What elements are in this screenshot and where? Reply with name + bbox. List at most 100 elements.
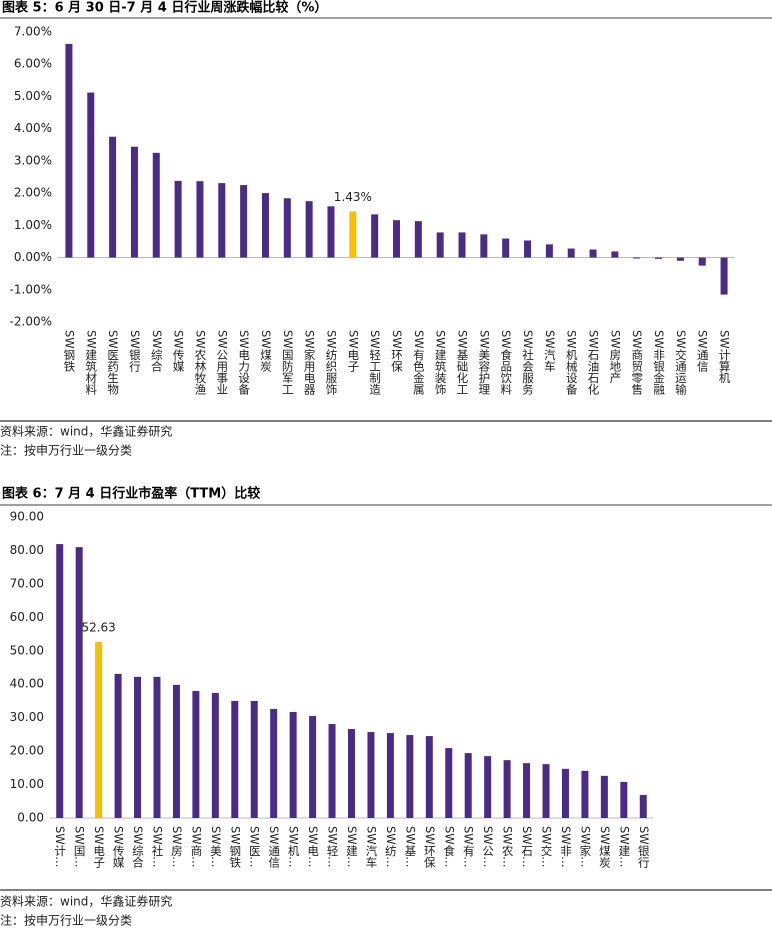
bar: [261, 193, 269, 258]
x-tick-label: SW传媒: [112, 826, 126, 868]
x-tick-label: SW计算机: [718, 330, 732, 383]
data-label: 1.43%: [334, 190, 372, 204]
bar: [611, 251, 619, 258]
source: 资料来源：wind，华鑫证券研究: [0, 894, 172, 909]
x-tick-label: SW银行: [637, 826, 651, 868]
y-tick-label: 20.00: [10, 744, 44, 758]
x-tick-label: SW食品饮料: [499, 330, 513, 395]
bar: [270, 708, 278, 818]
y-tick-label: 1.00%: [14, 218, 52, 232]
y-tick-label: 3.00%: [14, 153, 52, 167]
x-tick-label: SW公…: [481, 826, 495, 868]
x-tick-label: SW煤炭: [259, 330, 273, 372]
x-tick-label: SW家…: [578, 826, 592, 868]
source: 资料来源：wind，华鑫证券研究: [0, 424, 172, 439]
bar: [327, 206, 335, 258]
chart-title: 图表 6：7 月 4 日行业市盈率（TTM）比较: [2, 486, 260, 502]
bar: [425, 736, 433, 818]
bar: [698, 257, 706, 266]
bar: [153, 676, 161, 818]
bar: [633, 257, 641, 259]
x-tick-label: SW有…: [462, 826, 476, 868]
x-tick-label: SW石…: [520, 826, 534, 868]
note: 注：按申万行业一级分类: [0, 443, 132, 458]
bar: [95, 641, 103, 818]
bar: [152, 152, 160, 258]
bar: [87, 92, 95, 258]
x-tick-label: SW轻工制造: [368, 330, 382, 395]
x-tick-label: SW纺…: [384, 826, 398, 868]
x-tick-label: SW机…: [287, 826, 301, 868]
x-tick-label: SW建…: [617, 826, 631, 868]
bar: [523, 763, 531, 818]
x-tick-label: SW汽车: [364, 826, 378, 868]
x-tick-label: SW基…: [403, 826, 417, 868]
bar: [305, 201, 313, 258]
bar: [581, 770, 589, 818]
x-tick-label: SW国防军工: [281, 330, 295, 395]
bar: [134, 676, 142, 818]
x-tick-label: SW建筑装饰: [434, 330, 448, 395]
y-tick-label: 10.00: [10, 777, 44, 791]
bar: [464, 753, 472, 818]
bar: [458, 232, 466, 258]
bar: [406, 735, 414, 818]
bar: [109, 136, 117, 258]
chart-title: 图表 5：6 月 30 日-7 月 4 日行业周涨跌幅比较（%）: [2, 0, 327, 16]
bar: [720, 257, 728, 295]
bar: [56, 544, 64, 818]
bar: [600, 775, 608, 818]
bar: [620, 781, 628, 818]
bar: [567, 248, 575, 258]
x-tick-label: SW钢铁: [228, 826, 242, 868]
x-tick-label: SW电子: [346, 330, 360, 372]
bar: [192, 690, 200, 818]
data-label: 52.63: [81, 620, 115, 634]
bar: [445, 748, 453, 818]
x-tick-label: SW农林牧渔: [193, 330, 207, 395]
x-tick-label: SW纺织服饰: [324, 330, 338, 395]
x-tick-label: SW国…: [73, 826, 87, 868]
y-tick-label: -2.00%: [10, 315, 52, 329]
bar: [218, 183, 226, 258]
bar: [114, 673, 122, 818]
bar: [328, 724, 336, 818]
note: 注：按申万行业一级分类: [0, 913, 132, 928]
y-tick-label: 5.00%: [14, 89, 52, 103]
bar: [545, 244, 553, 258]
x-tick-label: SW环保: [390, 330, 404, 372]
x-tick-label: SW食…: [442, 826, 456, 868]
bar: [484, 756, 492, 818]
bar: [524, 240, 532, 258]
x-tick-label: SW交…: [540, 826, 554, 868]
bar: [639, 794, 647, 818]
x-tick-label: SW社…: [150, 826, 164, 868]
bar: [371, 214, 379, 258]
x-tick-label: SW通信: [696, 330, 710, 372]
x-tick-label: SW煤炭: [598, 826, 612, 868]
bar: [309, 715, 317, 818]
bar: [283, 198, 291, 258]
x-tick-label: SW石油石化: [587, 330, 601, 395]
y-tick-label: 60.00: [10, 610, 44, 624]
y-tick-label: 0.00: [17, 811, 44, 825]
y-tick-label: 6.00%: [14, 57, 52, 71]
y-tick-label: 2.00%: [14, 186, 52, 200]
bar: [240, 185, 248, 258]
x-tick-label: SW商…: [189, 826, 203, 868]
bar: [65, 43, 73, 258]
x-tick-label: SW电…: [306, 826, 320, 868]
x-tick-label: SW计…: [53, 826, 67, 868]
y-tick-label: 30.00: [10, 710, 44, 724]
x-tick-label: SW医药生物: [106, 330, 120, 395]
y-tick-label: -1.00%: [10, 282, 52, 296]
x-tick-label: SW建…: [345, 826, 359, 868]
bar: [561, 768, 569, 818]
x-tick-label: SW机械设备: [565, 330, 579, 395]
x-tick-label: SW综合: [131, 826, 145, 868]
bar: [414, 221, 422, 258]
x-tick-label: SW银行: [128, 330, 142, 372]
bar: [349, 211, 357, 258]
bar: [502, 238, 510, 258]
x-tick-label: SW交通运输: [674, 330, 688, 395]
